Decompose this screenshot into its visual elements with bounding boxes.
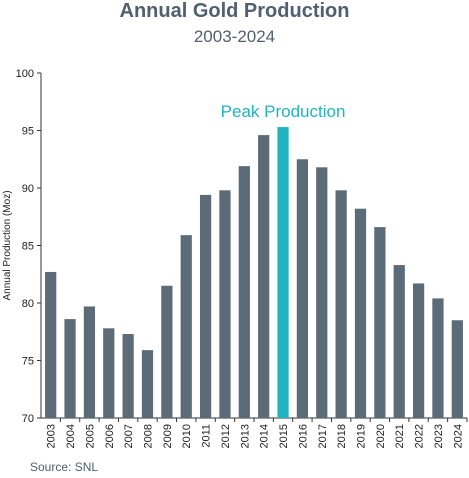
- bar: [83, 306, 96, 418]
- chart-subtitle: 2003-2024: [193, 27, 276, 46]
- x-tick-label: 2016: [297, 424, 309, 448]
- bar: [374, 227, 386, 418]
- peak-annotation: Peak Production: [221, 102, 346, 121]
- y-tick-label: 75: [22, 356, 34, 368]
- x-tick-label: 2020: [375, 424, 387, 448]
- bar: [296, 159, 309, 418]
- bar: [219, 190, 231, 418]
- x-tick-label: 2023: [433, 424, 445, 448]
- x-tick-label: 2003: [46, 424, 58, 448]
- x-tick-label: 2018: [336, 424, 348, 448]
- bar: [122, 334, 134, 418]
- bar: [103, 328, 115, 418]
- chart-title: Annual Gold Production: [119, 0, 350, 22]
- x-tick-label: 2013: [239, 424, 251, 448]
- x-tick-label: 2006: [104, 424, 116, 448]
- x-tick-label: 2022: [414, 424, 426, 448]
- x-tick-label: 2011: [201, 424, 213, 448]
- bar: [432, 298, 444, 418]
- y-tick-label: 90: [22, 183, 34, 195]
- bar: [335, 190, 347, 418]
- bar: [161, 285, 173, 418]
- bar: [199, 194, 212, 418]
- x-tick-label: 2005: [84, 424, 96, 448]
- bar: [141, 350, 154, 418]
- x-tick-label: 2004: [65, 424, 77, 448]
- bar: [258, 135, 270, 418]
- x-tick-label: 2017: [317, 424, 329, 448]
- y-tick-label: 85: [22, 241, 34, 253]
- x-tick-label: 2009: [162, 424, 174, 448]
- bar: [180, 235, 192, 418]
- bar: [451, 320, 463, 418]
- x-tick-label: 2015: [278, 424, 290, 448]
- bar: [412, 283, 425, 418]
- bar: [45, 271, 57, 418]
- bar-highlight: [277, 127, 289, 419]
- x-tick-label: 2021: [394, 424, 406, 448]
- x-tick-label: 2007: [123, 424, 135, 448]
- chart-labels: 70 75 80 85 90 95 100 2003 2004 2005 2006 2007 2008 2…: [2, 68, 464, 448]
- source-note: Source: SNL: [30, 460, 99, 474]
- x-tick-label: 2010: [181, 424, 193, 448]
- bar: [354, 208, 367, 418]
- bar: [316, 167, 328, 418]
- y-tick-label: 100: [16, 68, 34, 80]
- y-axis-label: Annual Production (Moz): [2, 190, 13, 300]
- bar: [393, 265, 405, 418]
- x-tick-label: 2012: [220, 424, 232, 448]
- y-tick-label: 70: [22, 413, 34, 425]
- bar: [64, 319, 76, 418]
- bar: [238, 166, 250, 418]
- chart-bars: [45, 127, 463, 419]
- x-tick-label: 2019: [356, 424, 368, 448]
- x-tick-label: 2008: [143, 424, 155, 448]
- x-tick-label: 2014: [259, 424, 271, 448]
- x-tick-label: 2024: [452, 424, 464, 448]
- y-tick-label: 80: [22, 298, 34, 310]
- y-tick-label: 95: [22, 126, 34, 138]
